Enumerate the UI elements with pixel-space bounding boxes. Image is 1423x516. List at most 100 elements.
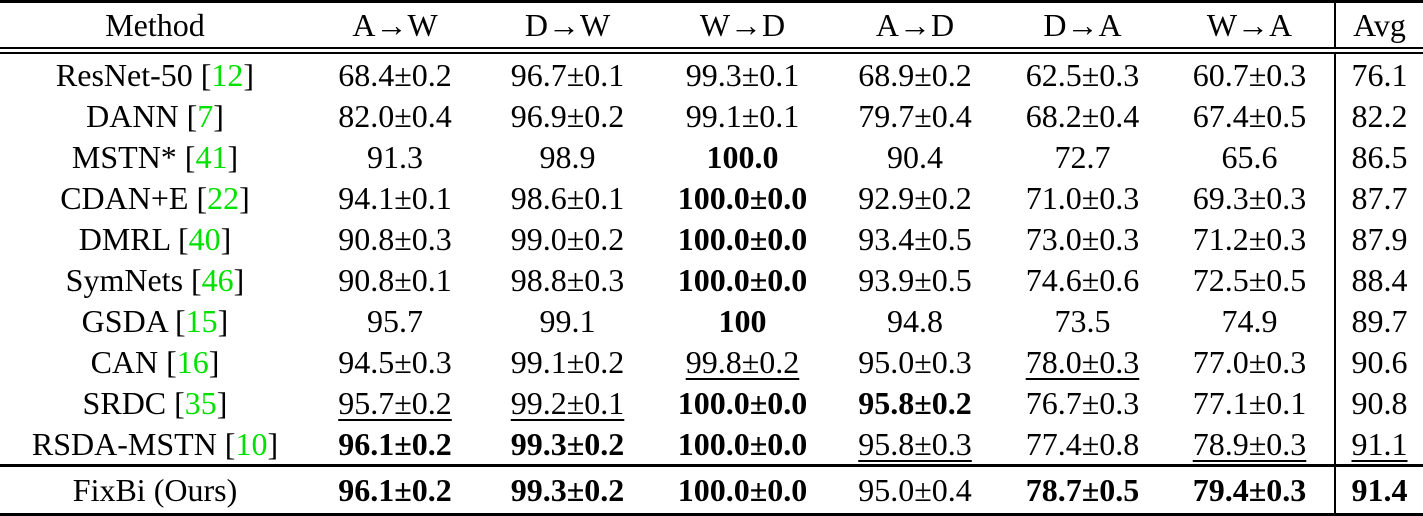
col-header-a-to-d: A→D bbox=[830, 1, 1000, 54]
value-cell: 100 bbox=[718, 302, 767, 339]
method-cell: DANN [7] bbox=[86, 97, 224, 134]
value-cell: 94.1±0.1 bbox=[338, 179, 452, 216]
avg-cell: 91.4 bbox=[1334, 464, 1423, 515]
value-cell: 69.3±0.3 bbox=[1192, 179, 1307, 216]
value-cell: 65.6 bbox=[1221, 138, 1278, 175]
table-row: CDAN+E [22] 94.1±0.1 98.6±0.1 100.0±0.0 92.9… bbox=[0, 177, 1423, 218]
citation-link[interactable]: 41 bbox=[195, 138, 228, 175]
citation-link[interactable]: 7 bbox=[197, 97, 214, 134]
value-cell: 98.9 bbox=[539, 138, 596, 175]
value-cell: 90.8±0.1 bbox=[338, 261, 452, 298]
value-cell: 77.4±0.8 bbox=[1025, 425, 1140, 462]
value-cell: 100.0±0.0 bbox=[655, 464, 830, 515]
table-row: DANN [7] 82.0±0.4 96.9±0.2 99.1±0.1 79.7±0.4… bbox=[0, 95, 1423, 136]
citation-link[interactable]: 40 bbox=[188, 220, 221, 257]
avg-cell: 87.7 bbox=[1334, 177, 1423, 218]
col-header-w-to-a: W→A bbox=[1165, 1, 1335, 54]
citation-link[interactable]: 12 bbox=[211, 56, 244, 93]
table-body: ResNet-50 [12] 68.4±0.2 96.7±0.1 99.3±0.1 68… bbox=[0, 50, 1423, 515]
value-cell: 73.5 bbox=[1054, 302, 1111, 339]
method-cell: ResNet-50 [12] bbox=[55, 56, 255, 93]
method-cell: MSTN* [41] bbox=[71, 138, 239, 175]
method-cell: GSDA [15] bbox=[81, 302, 229, 339]
citation-link[interactable]: 16 bbox=[176, 343, 209, 380]
col-header-d-to-a: D→A bbox=[1000, 1, 1165, 54]
value-cell: 76.7±0.3 bbox=[1025, 384, 1140, 421]
value-cell: 99.1±0.2 bbox=[510, 343, 625, 380]
value-cell: 99.1 bbox=[539, 302, 596, 339]
header-row: Method A→W D→W W→D A→D D→A W→A Avg bbox=[0, 1, 1423, 54]
value-cell: 90.4 bbox=[887, 138, 943, 175]
table-row: SymNets [46] 90.8±0.1 98.8±0.3 100.0±0.0 93.… bbox=[0, 259, 1423, 300]
value-cell: 99.0±0.2 bbox=[510, 220, 625, 257]
citation-link[interactable]: 15 bbox=[185, 302, 218, 339]
value-cell: 78.9±0.3 bbox=[1192, 425, 1307, 462]
value-cell: 100.0±0.0 bbox=[677, 179, 808, 216]
citation-link[interactable]: 22 bbox=[207, 179, 240, 216]
value-cell: 95.8±0.3 bbox=[858, 425, 972, 462]
value-cell: 68.4±0.2 bbox=[338, 56, 452, 93]
method-cell: CDAN+E [22] bbox=[60, 179, 250, 216]
value-cell: 71.0±0.3 bbox=[1025, 179, 1140, 216]
method-name: FixBi (Ours) bbox=[72, 472, 238, 508]
method-name: SRDC bbox=[82, 384, 167, 421]
value-cell: 96.9±0.2 bbox=[510, 97, 625, 134]
value-cell: 95.7±0.2 bbox=[338, 384, 452, 421]
col-header-d-to-w: D→W bbox=[480, 1, 655, 54]
col-header-w-to-d: W→D bbox=[655, 1, 830, 54]
value-cell: 96.1±0.2 bbox=[310, 464, 480, 515]
method-name: ResNet-50 bbox=[55, 56, 193, 93]
table-row: DMRL [40] 90.8±0.3 99.0±0.2 100.0±0.0 93.4±0… bbox=[0, 218, 1423, 259]
avg-cell: 87.9 bbox=[1334, 218, 1423, 259]
value-cell: 62.5±0.3 bbox=[1025, 56, 1140, 93]
value-cell: 98.6±0.1 bbox=[510, 179, 625, 216]
table-row: MSTN* [41] 91.3 98.9 100.0 90.4 72.7 65.6 86.5 bbox=[0, 136, 1423, 177]
value-cell: 90.8±0.3 bbox=[338, 220, 452, 257]
value-cell: 78.7±0.5 bbox=[1000, 464, 1165, 515]
value-cell: 72.7 bbox=[1054, 138, 1111, 175]
value-cell: 77.1±0.1 bbox=[1192, 384, 1307, 421]
table-row: CAN [16] 94.5±0.3 99.1±0.2 99.8±0.2 95.0±0.3… bbox=[0, 341, 1423, 382]
method-name: DANN bbox=[86, 97, 179, 134]
method-cell: FixBi (Ours) bbox=[0, 464, 310, 515]
avg-cell: 88.4 bbox=[1334, 259, 1423, 300]
value-cell: 94.8 bbox=[887, 302, 943, 339]
value-cell: 95.0±0.4 bbox=[830, 464, 1000, 515]
value-cell: 93.4±0.5 bbox=[858, 220, 972, 257]
value-cell: 73.0±0.3 bbox=[1025, 220, 1140, 257]
value-cell: 74.9 bbox=[1221, 302, 1278, 339]
method-cell: CAN [16] bbox=[90, 343, 220, 380]
value-cell: 68.9±0.2 bbox=[858, 56, 972, 93]
value-cell: 96.1±0.2 bbox=[338, 425, 452, 462]
method-cell: RSDA-MSTN [10] bbox=[31, 425, 279, 462]
method-name: MSTN* bbox=[71, 138, 177, 175]
avg-cell: 86.5 bbox=[1334, 136, 1423, 177]
value-cell: 96.7±0.1 bbox=[510, 56, 625, 93]
table-row-ours: FixBi (Ours) 96.1±0.2 99.3±0.2 100.0±0.0 95.… bbox=[0, 464, 1423, 515]
value-cell: 91.3 bbox=[367, 138, 423, 175]
value-cell: 94.5±0.3 bbox=[338, 343, 452, 380]
value-cell: 100.0±0.0 bbox=[677, 384, 808, 421]
col-header-a-to-w: A→W bbox=[310, 1, 480, 54]
method-name: CAN bbox=[90, 343, 159, 380]
method-cell: SRDC [35] bbox=[82, 384, 228, 421]
value-cell: 99.3±0.2 bbox=[480, 464, 655, 515]
value-cell: 99.3±0.2 bbox=[510, 425, 625, 462]
value-cell: 100.0 bbox=[706, 138, 779, 175]
table-row: SRDC [35] 95.7±0.2 99.2±0.1 100.0±0.0 95.8±0… bbox=[0, 382, 1423, 423]
col-header-avg: Avg bbox=[1334, 1, 1423, 54]
value-cell: 99.8±0.2 bbox=[685, 343, 800, 380]
value-cell: 99.1±0.1 bbox=[685, 97, 800, 134]
value-cell: 95.7 bbox=[367, 302, 423, 339]
value-cell: 79.7±0.4 bbox=[858, 97, 972, 134]
citation-link[interactable]: 46 bbox=[201, 261, 234, 298]
value-cell: 99.2±0.1 bbox=[510, 384, 625, 421]
citation-link[interactable]: 35 bbox=[184, 384, 217, 421]
value-cell: 93.9±0.5 bbox=[858, 261, 972, 298]
value-cell: 100.0±0.0 bbox=[677, 220, 808, 257]
value-cell: 100.0±0.0 bbox=[677, 261, 808, 298]
value-cell: 95.8±0.2 bbox=[858, 384, 972, 421]
citation-link[interactable]: 10 bbox=[235, 425, 268, 462]
value-cell: 82.0±0.4 bbox=[338, 97, 452, 134]
